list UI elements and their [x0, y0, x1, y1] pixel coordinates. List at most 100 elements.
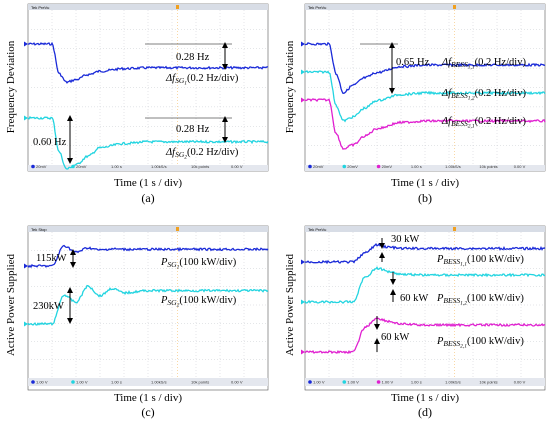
panel-a: Tek PreVu 20mV 20mV 1.00 s 1.00kS/s 10k poin…	[5, 3, 269, 205]
channel-badge	[71, 380, 75, 384]
arrowhead-a1-up	[222, 42, 228, 48]
grid-d	[305, 227, 545, 378]
legend-a1: ΔfSG1(0.2 Hz/div)	[165, 73, 239, 87]
arrowhead-c1-down	[70, 262, 76, 268]
arrowhead-d2-up	[390, 289, 396, 295]
bottom-readout-item: 0.00 V	[231, 380, 243, 385]
bottom-readout-item: 1.00 s	[411, 380, 422, 385]
arrowhead-a3-up	[67, 115, 73, 121]
caption-c: (c)	[141, 405, 154, 419]
legend-d2: PBESS1,2(100 kW/div)	[436, 293, 524, 307]
annot-a1: 0.28 Hz	[176, 52, 210, 63]
scope-status-a: Tek PreVu	[31, 5, 49, 10]
arrowhead-d1-up	[379, 252, 385, 258]
legend-c1: PSG1(100 kW/div)	[160, 257, 237, 271]
trigger-marker	[176, 5, 179, 9]
scope-status-c: Tek Stop	[31, 227, 47, 232]
series-line	[304, 70, 546, 123]
channel-badge	[71, 164, 75, 169]
bottom-readout-item: 10k points	[479, 164, 497, 169]
bottom-readout-item: 1.00 s	[111, 380, 122, 385]
scope-bottombar-d	[305, 378, 545, 386]
scope-topbar-d	[305, 226, 545, 232]
bottom-readout-item: 20mV	[347, 164, 358, 169]
xlabel-d: Time (1 s / div)	[391, 392, 459, 404]
traces-c	[24, 244, 269, 327]
xlabel-b: Time (1 s / div)	[391, 177, 459, 189]
scope-bottombar-b	[305, 165, 545, 171]
bottom-readout-item: 10k points	[479, 380, 497, 385]
trigger-marker	[176, 227, 179, 231]
bottom-readout-item: 1.00 V	[76, 380, 88, 385]
channel-badge	[308, 164, 312, 169]
traces-a	[24, 41, 269, 170]
bottom-readout-item: 0.00 V	[231, 164, 243, 169]
annot-d3: 60 kW	[381, 332, 409, 343]
bottom-readout-item: 1.00kS/s	[151, 164, 167, 169]
arrowhead-a3-down	[67, 158, 73, 164]
channel-marker	[301, 69, 305, 75]
channel-marker	[301, 299, 305, 305]
annot-a2: 0.28 Hz	[176, 124, 210, 135]
arrowhead-c1-up	[70, 249, 76, 255]
bottom-readout-item: 1.00kS/s	[151, 380, 167, 385]
legend-a2: ΔfSG2(0.2 Hz/div)	[165, 147, 239, 161]
bottom-readout-item: 20mV	[313, 164, 324, 169]
channel-badge	[342, 380, 347, 384]
arrowhead-b1-down	[389, 88, 395, 94]
bottom-readout-item: 0.00 V	[514, 164, 526, 169]
bottom-readout-item: 1.00 V	[313, 380, 325, 385]
annot-c2: 230kW	[33, 301, 64, 312]
series-line	[27, 284, 269, 326]
channel-marker	[301, 41, 305, 47]
legend-d3: PBESS2,1(100 kW/div)	[436, 336, 524, 350]
arrowhead-c2-up	[67, 287, 73, 293]
panel-d: Tek PreVu 1.00 V 1.00 V 1.00 V 1.00 s 1.00kS…	[284, 225, 546, 419]
arrowhead-c2-down	[67, 318, 73, 324]
channel-marker	[24, 321, 28, 327]
ylabel-d: Active Power Supplied	[284, 253, 296, 356]
channel-badge	[342, 164, 347, 169]
grid-a	[28, 5, 268, 165]
series-line	[304, 41, 546, 94]
bottom-readout-c: 1.00 V 1.00 V 1.00 s 1.00kS/s 10k points 0.00…	[31, 380, 243, 385]
bottom-readout-item: 1.00 V	[36, 380, 48, 385]
channel-badge	[31, 164, 35, 169]
arrowhead-d3-up	[374, 338, 380, 344]
arrowhead-d2-down	[390, 279, 396, 285]
series-line	[304, 266, 546, 304]
channel-marker	[24, 41, 28, 47]
arrowhead-a2-up	[222, 116, 228, 122]
channel-badge	[31, 380, 35, 384]
series-line	[304, 98, 546, 150]
bottom-readout-item: 1.00 V	[347, 380, 359, 385]
scope-status-b: Tek PreVu	[308, 5, 326, 10]
channel-badge	[376, 164, 381, 169]
bottom-readout-item: 20mV	[36, 164, 47, 169]
annot-b1: 0.65 Hz	[396, 57, 430, 68]
annot-c1: 115kW	[36, 253, 67, 264]
series-line	[27, 115, 269, 170]
legend-b1: ΔfBESS1,1(0.2 Hz/div)	[441, 57, 526, 71]
channel-marker	[24, 115, 28, 121]
bottom-readout-item: 1.00 V	[382, 380, 394, 385]
bottom-readout-a: 20mV 20mV 1.00 s 1.00kS/s 10k points 0.00 V	[31, 164, 243, 169]
bottom-readout-item: 10k points	[191, 164, 209, 169]
series-line	[304, 242, 546, 265]
arrowhead-b1-up	[389, 42, 395, 48]
scope-status-d: Tek PreVu	[308, 227, 326, 232]
ylabel-a: Frequency Deviation	[5, 40, 17, 133]
bottom-readout-item: 20mV	[382, 164, 393, 169]
xlabel-a: Time (1 s / div)	[114, 177, 182, 189]
caption-b: (b)	[418, 191, 432, 205]
legend-d1: PBESS1,1(100 kW/div)	[436, 254, 524, 268]
trigger-marker	[453, 5, 456, 9]
bottom-readout-item: 20mV	[76, 164, 87, 169]
scope-topbar-c	[28, 226, 268, 232]
channel-marker	[301, 97, 305, 103]
arrowhead-a2-down	[222, 137, 228, 143]
legend-b3: ΔfBESS2,1(0.2 Hz/div)	[441, 116, 526, 130]
channel-marker	[301, 259, 305, 265]
bottom-readout-item: 10k points	[191, 380, 209, 385]
